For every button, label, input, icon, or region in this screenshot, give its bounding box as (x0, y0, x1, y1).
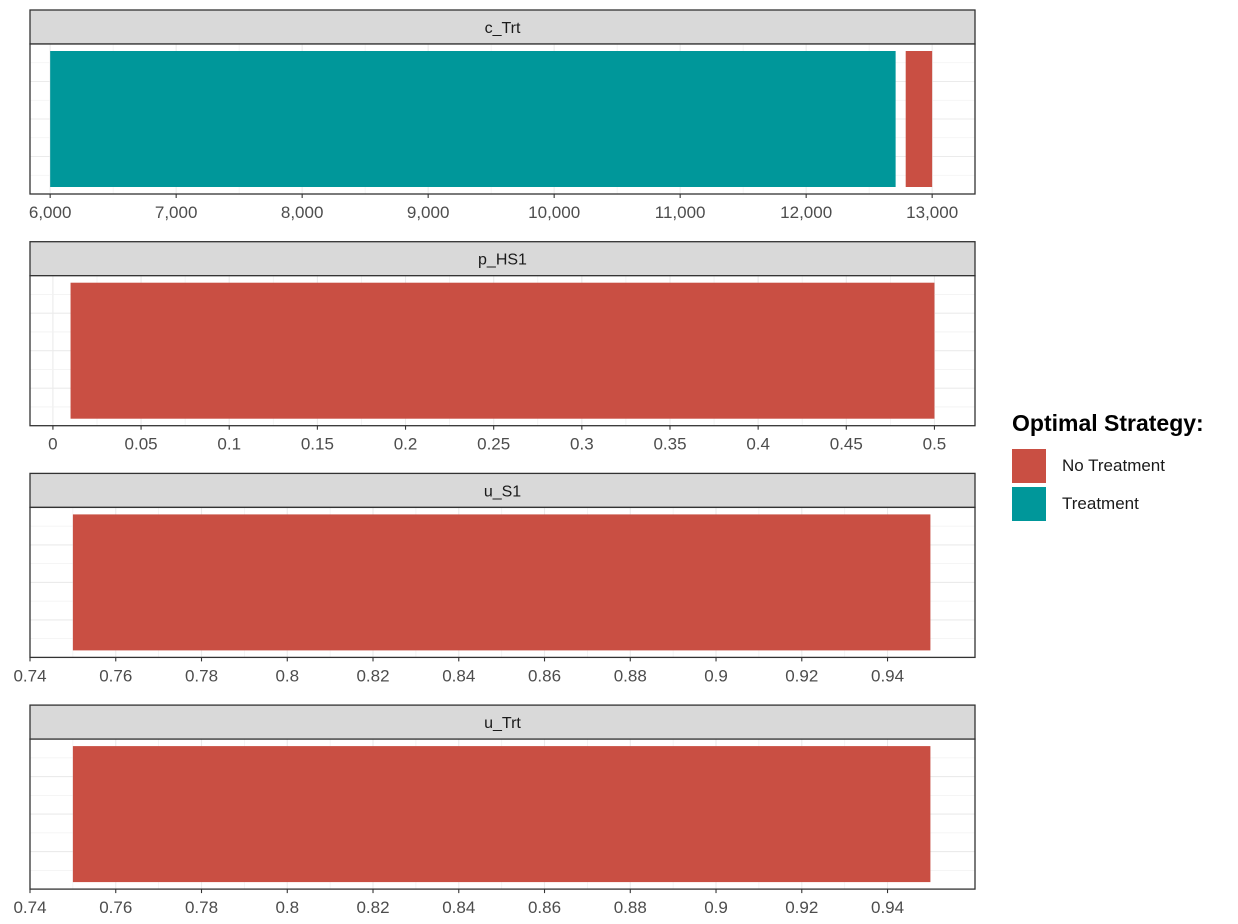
x-tick-label-u-trt: 0.92 (785, 898, 818, 917)
facet-title-c-trt: c_Trt (485, 20, 521, 37)
legend-key-no-treatment (1012, 449, 1046, 483)
legend: Optimal Strategy: No Treatment Treatment (1012, 410, 1204, 523)
facet-strip-u-s1 (29, 472, 976, 509)
x-tick-label-u-trt: 0.9 (704, 898, 728, 917)
x-tick-label-c-trt: 9,000 (407, 203, 450, 222)
panel-border-u-trt (29, 738, 976, 890)
x-tick-label-u-s1: 0.94 (871, 666, 904, 685)
legend-title: Optimal Strategy: (1012, 410, 1204, 436)
x-tick-label-c-trt: 11,000 (655, 203, 706, 222)
legend-label-no-treatment: No Treatment (1062, 456, 1165, 475)
panel-border-c-trt (29, 43, 976, 195)
legend-label-treatment: Treatment (1062, 494, 1139, 513)
x-tick-label-c-trt: 6,000 (29, 203, 72, 222)
x-tick-label-u-s1: 0.8 (275, 666, 299, 685)
bar-no-treatment-u-trt (72, 746, 931, 883)
x-tick-label-u-trt: 0.84 (442, 898, 475, 917)
x-tick-label-p-hs1: 0.3 (570, 435, 594, 454)
x-tick-label-u-s1: 0.9 (704, 666, 728, 685)
x-tick-label-p-hs1: 0.4 (746, 435, 770, 454)
x-tick-label-p-hs1: 0.45 (830, 435, 863, 454)
x-tick-label-u-s1: 0.82 (356, 666, 389, 685)
facet-strip-p-hs1 (29, 241, 976, 277)
x-tick-label-u-s1: 0.86 (528, 666, 561, 685)
bar-no-treatment-u-s1 (72, 514, 931, 651)
x-tick-label-c-trt: 12,000 (780, 203, 832, 222)
facet-strip-u-trt (29, 704, 976, 740)
facet-title-u-trt: u_Trt (484, 715, 521, 732)
x-tick-label-p-hs1: 0.25 (477, 435, 510, 454)
facet-strip-c-trt (29, 9, 976, 45)
x-tick-label-u-trt: 0.8 (275, 898, 299, 917)
legend-item-no-treatment: No Treatment (1012, 447, 1204, 485)
x-tick-label-p-hs1: 0.15 (301, 435, 334, 454)
x-tick-label-u-s1: 0.84 (442, 666, 475, 685)
x-tick-label-u-trt: 0.88 (614, 898, 647, 917)
x-tick-label-u-s1: 0.88 (614, 666, 647, 685)
legend-key-treatment (1012, 487, 1046, 521)
bar-treatment-c-trt (50, 51, 896, 187)
x-tick-label-p-hs1: 0 (48, 435, 57, 454)
bar-no-treatment-c-trt (905, 51, 933, 187)
panel-border-p-hs1 (29, 275, 976, 427)
x-tick-label-u-s1: 0.74 (13, 666, 46, 685)
x-tick-label-u-s1: 0.92 (785, 666, 818, 685)
x-tick-label-c-trt: 10,000 (528, 203, 580, 222)
x-tick-label-p-hs1: 0.35 (653, 435, 686, 454)
x-tick-label-u-trt: 0.74 (13, 898, 46, 917)
x-tick-label-p-hs1: 0.05 (125, 435, 158, 454)
x-tick-label-c-trt: 8,000 (281, 203, 324, 222)
facet-title-p-hs1: p_HS1 (478, 252, 527, 269)
x-tick-label-p-hs1: 0.2 (394, 435, 418, 454)
legend-item-treatment: Treatment (1012, 485, 1204, 523)
x-tick-label-u-trt: 0.82 (356, 898, 389, 917)
x-tick-label-u-s1: 0.76 (99, 666, 132, 685)
x-tick-label-u-trt: 0.94 (871, 898, 904, 917)
facet-title-u-s1: u_S1 (484, 483, 521, 500)
bar-no-treatment-p-hs1 (70, 282, 935, 419)
x-tick-label-c-trt: 7,000 (155, 203, 198, 222)
x-tick-label-u-trt: 0.78 (185, 898, 218, 917)
x-tick-label-u-trt: 0.76 (99, 898, 132, 917)
x-tick-label-u-trt: 0.86 (528, 898, 561, 917)
x-tick-label-p-hs1: 0.1 (217, 435, 241, 454)
x-tick-label-p-hs1: 0.5 (923, 435, 947, 454)
x-tick-label-c-trt: 13,000 (906, 203, 958, 222)
panel-border-u-s1 (29, 506, 976, 659)
x-tick-label-u-s1: 0.78 (185, 666, 218, 685)
